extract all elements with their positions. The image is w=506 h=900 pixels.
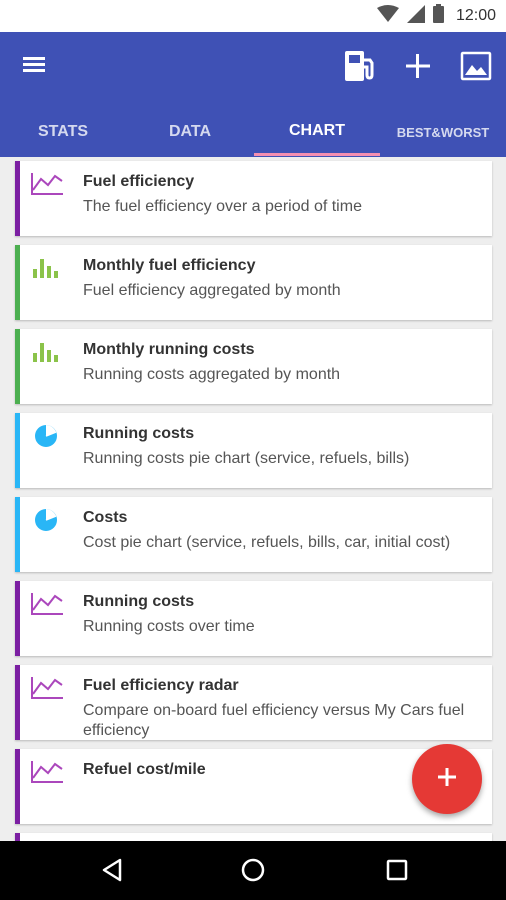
fuel-button[interactable] — [342, 48, 378, 84]
card-title: Running costs — [83, 593, 195, 610]
recents-button[interactable] — [382, 855, 412, 885]
pie-chart-icon — [29, 507, 65, 533]
card-accent — [15, 497, 20, 572]
menu-icon — [20, 57, 50, 82]
card-description: Running costs pie chart (service, refuel… — [83, 450, 410, 467]
battery-icon — [432, 4, 444, 28]
home-button[interactable] — [238, 855, 268, 885]
card-accent — [15, 413, 20, 488]
card-description: Running costs over time — [83, 618, 255, 635]
chart-card-fuel-efficiency[interactable]: Fuel efficiency The fuel efficiency over… — [15, 161, 492, 236]
line-chart-icon — [29, 171, 65, 197]
chart-card-costs-pie[interactable]: Costs Cost pie chart (service, refuels, … — [15, 497, 492, 572]
wifi-icon — [376, 4, 399, 28]
app-bar: STATS DATA CHART BEST&WORST — [0, 32, 506, 157]
home-icon — [238, 858, 268, 889]
image-icon — [458, 51, 494, 88]
tab-stats[interactable]: STATS — [37, 123, 89, 140]
tab-best-worst[interactable]: BEST&WORST — [396, 124, 490, 140]
chart-card-running-costs-time[interactable]: Running costs Running costs over time — [15, 581, 492, 656]
card-title: Monthly running costs — [83, 341, 255, 358]
card-accent — [15, 833, 20, 841]
card-accent — [15, 245, 20, 320]
chart-card-fuel-efficiency-radar[interactable]: Fuel efficiency radar Compare on-board f… — [15, 665, 492, 740]
card-accent — [15, 665, 20, 740]
card-description: Cost pie chart (service, refuels, bills,… — [83, 534, 451, 551]
add-button[interactable] — [400, 48, 436, 84]
back-icon — [98, 858, 128, 889]
card-accent — [15, 749, 20, 824]
pie-chart-icon — [29, 423, 65, 449]
tab-data[interactable]: DATA — [168, 123, 212, 140]
chart-card-partial[interactable] — [15, 833, 492, 841]
card-accent — [15, 581, 20, 656]
signal-icon — [406, 4, 425, 28]
tab-chart[interactable]: CHART — [254, 108, 380, 156]
recents-icon — [382, 859, 412, 889]
card-title: Costs — [83, 509, 128, 526]
chart-card-running-costs-pie[interactable]: Running costs Running costs pie chart (s… — [15, 413, 492, 488]
menu-button[interactable] — [20, 52, 50, 78]
image-button[interactable] — [458, 48, 494, 84]
status-bar: 12:00 — [0, 0, 506, 32]
add-icon — [435, 765, 459, 794]
card-title: Refuel cost/mile — [83, 761, 206, 778]
card-accent — [15, 329, 20, 404]
line-chart-icon — [29, 675, 65, 701]
card-accent — [15, 161, 20, 236]
chart-card-monthly-fuel-efficiency[interactable]: Monthly fuel efficiency Fuel efficiency … — [15, 245, 492, 320]
card-description: Running costs aggregated by month — [83, 366, 341, 383]
navigation-bar — [0, 841, 506, 900]
bar-chart-icon — [29, 339, 65, 365]
bar-chart-icon — [29, 255, 65, 281]
line-chart-icon — [29, 591, 65, 617]
status-time: 12:00 — [455, 7, 496, 24]
card-title: Monthly fuel efficiency — [83, 257, 256, 274]
card-description: The fuel efficiency over a period of tim… — [83, 198, 362, 215]
card-title: Fuel efficiency radar — [83, 677, 239, 694]
card-title: Running costs — [83, 425, 195, 442]
tab-bar: STATS DATA CHART BEST&WORST — [0, 108, 506, 156]
back-button[interactable] — [98, 855, 128, 885]
add-icon — [400, 54, 436, 88]
fuel-pump-icon — [342, 51, 378, 88]
card-description: Compare on-board fuel efficiency versus … — [83, 702, 465, 739]
line-chart-icon — [29, 759, 65, 785]
card-title: Fuel efficiency — [83, 173, 195, 190]
card-description: Fuel efficiency aggregated by month — [83, 282, 341, 299]
chart-card-monthly-running-costs[interactable]: Monthly running costs Running costs aggr… — [15, 329, 492, 404]
add-chart-fab[interactable] — [412, 744, 482, 814]
chart-list: Fuel efficiency The fuel efficiency over… — [0, 157, 506, 841]
